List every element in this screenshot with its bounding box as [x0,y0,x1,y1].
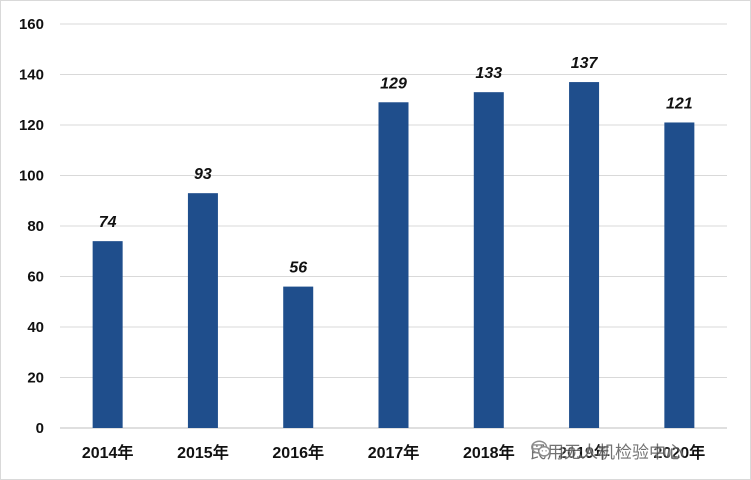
y-tick-label: 20 [27,370,44,387]
data-label: 129 [380,75,407,92]
data-label: 121 [666,95,693,112]
data-label: 93 [194,166,212,183]
x-tick-label: 2014年 [82,443,134,462]
x-tick-label: 2017年 [368,443,420,462]
bar [283,286,314,428]
y-tick-label: 40 [27,319,44,336]
bar [187,193,218,428]
x-tick-label: 2015年 [177,443,229,462]
y-axis-ticks: 0 20 40 60 80 100 120 140 160 [19,16,44,437]
watermark-text: 民用无人机检验中心 [530,443,683,463]
x-axis-categories: 2014年 2015年 2016年 2017年 2018年 2019年 2020年 [82,443,705,462]
bar [92,241,123,428]
watermark: 民用无人机检验中心 [530,438,683,463]
y-tick-label: 80 [27,218,44,235]
data-label: 74 [99,214,117,231]
x-tick-label: 2016年 [272,443,324,462]
data-label: 137 [571,55,599,72]
y-tick-label: 160 [19,16,44,33]
y-tick-label: 140 [19,67,44,84]
y-tick-label: 0 [36,420,44,437]
x-tick-label: 2020年 [654,443,706,462]
bar [664,122,695,428]
x-tick-label: 2019年 [558,443,610,462]
bars [92,82,695,429]
data-labels: 74 93 56 129 133 137 121 [99,55,693,277]
y-tick-label: 100 [19,168,44,185]
data-label: 56 [289,260,307,277]
bar [569,82,600,428]
bar [473,92,504,429]
y-tick-label: 120 [19,117,44,134]
bar [378,102,409,429]
x-tick-label: 2018年 [463,443,515,462]
data-label: 133 [475,65,502,82]
y-tick-label: 60 [27,269,44,286]
wechat-icon [531,440,551,457]
